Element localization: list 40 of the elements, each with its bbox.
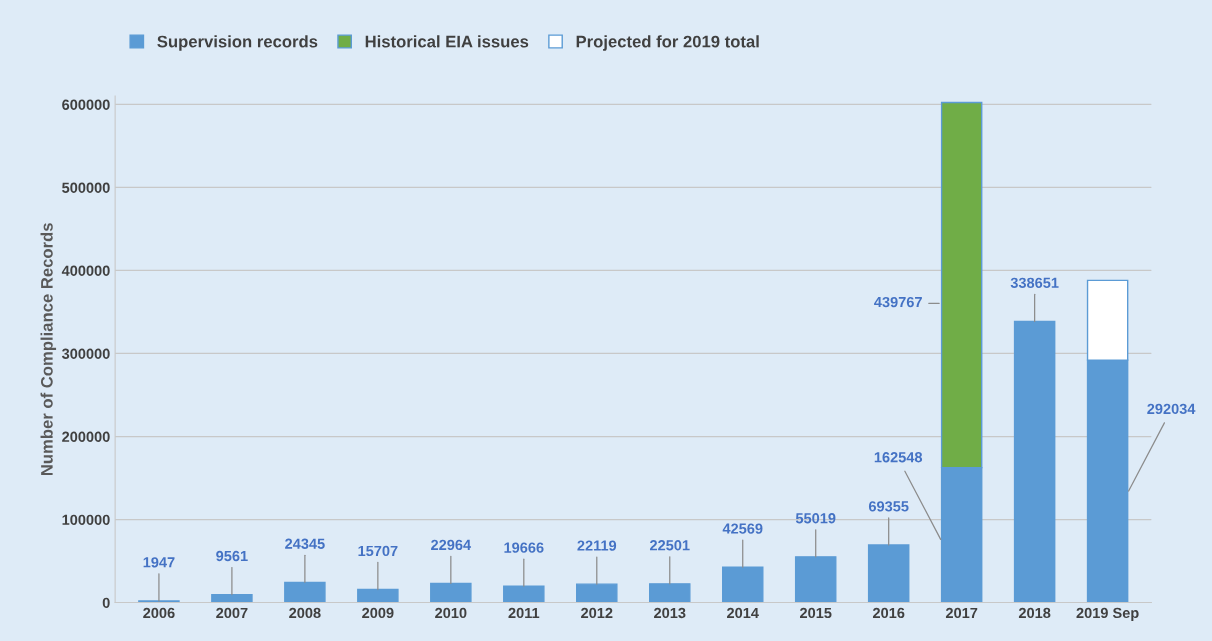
x-tick-label: 2019 Sep [1076,607,1139,621]
data-label: 15707 [358,545,398,557]
x-tick-label: 2011 [508,607,540,619]
data-label: 439767 [874,296,922,308]
data-label: 292034 [1147,403,1196,415]
x-tick-label: 2009 [362,607,394,619]
x-tick-label: 2012 [581,607,613,619]
y-tick-label: 0 [102,597,110,608]
y-tick-label: 500000 [62,182,110,193]
x-tick-label: 2007 [216,607,248,619]
data-label: 22119 [577,540,617,551]
data-label: 1947 [143,557,175,568]
y-axis-title: Number of Compliance Records [40,223,57,476]
x-tick-label: 2013 [654,607,686,619]
legend-label: Supervision records [157,35,318,51]
data-label: 19666 [504,542,544,553]
legend-label: Projected for 2019 total [576,35,759,51]
legend-label: Historical EIA issues [365,35,529,48]
y-tick-label: 300000 [61,348,110,359]
data-label: 162548 [874,452,923,463]
x-tick-label: 2018 [1018,607,1051,619]
data-label: 42569 [722,523,763,534]
data-label: 69355 [868,501,909,512]
x-tick-label: 2016 [872,607,905,619]
x-tick-label: 2008 [289,607,321,619]
data-label: 22501 [649,540,690,551]
x-tick-label: 2017 [945,607,978,619]
data-label: 22964 [431,539,472,551]
x-tick-label: 2015 [800,607,832,619]
y-tick-label: 100000 [62,514,110,525]
y-tick-label: 200000 [62,431,110,442]
x-tick-label: 2006 [143,607,175,619]
x-tick-label: 2014 [727,607,759,619]
data-label: 338651 [1010,277,1059,288]
y-tick-label: 600000 [62,99,110,110]
data-label: 9561 [216,550,248,562]
data-label: 55019 [795,513,836,524]
y-tick-label: 400000 [61,265,110,276]
x-tick-label: 2010 [435,607,467,619]
data-label: 24345 [285,538,325,549]
